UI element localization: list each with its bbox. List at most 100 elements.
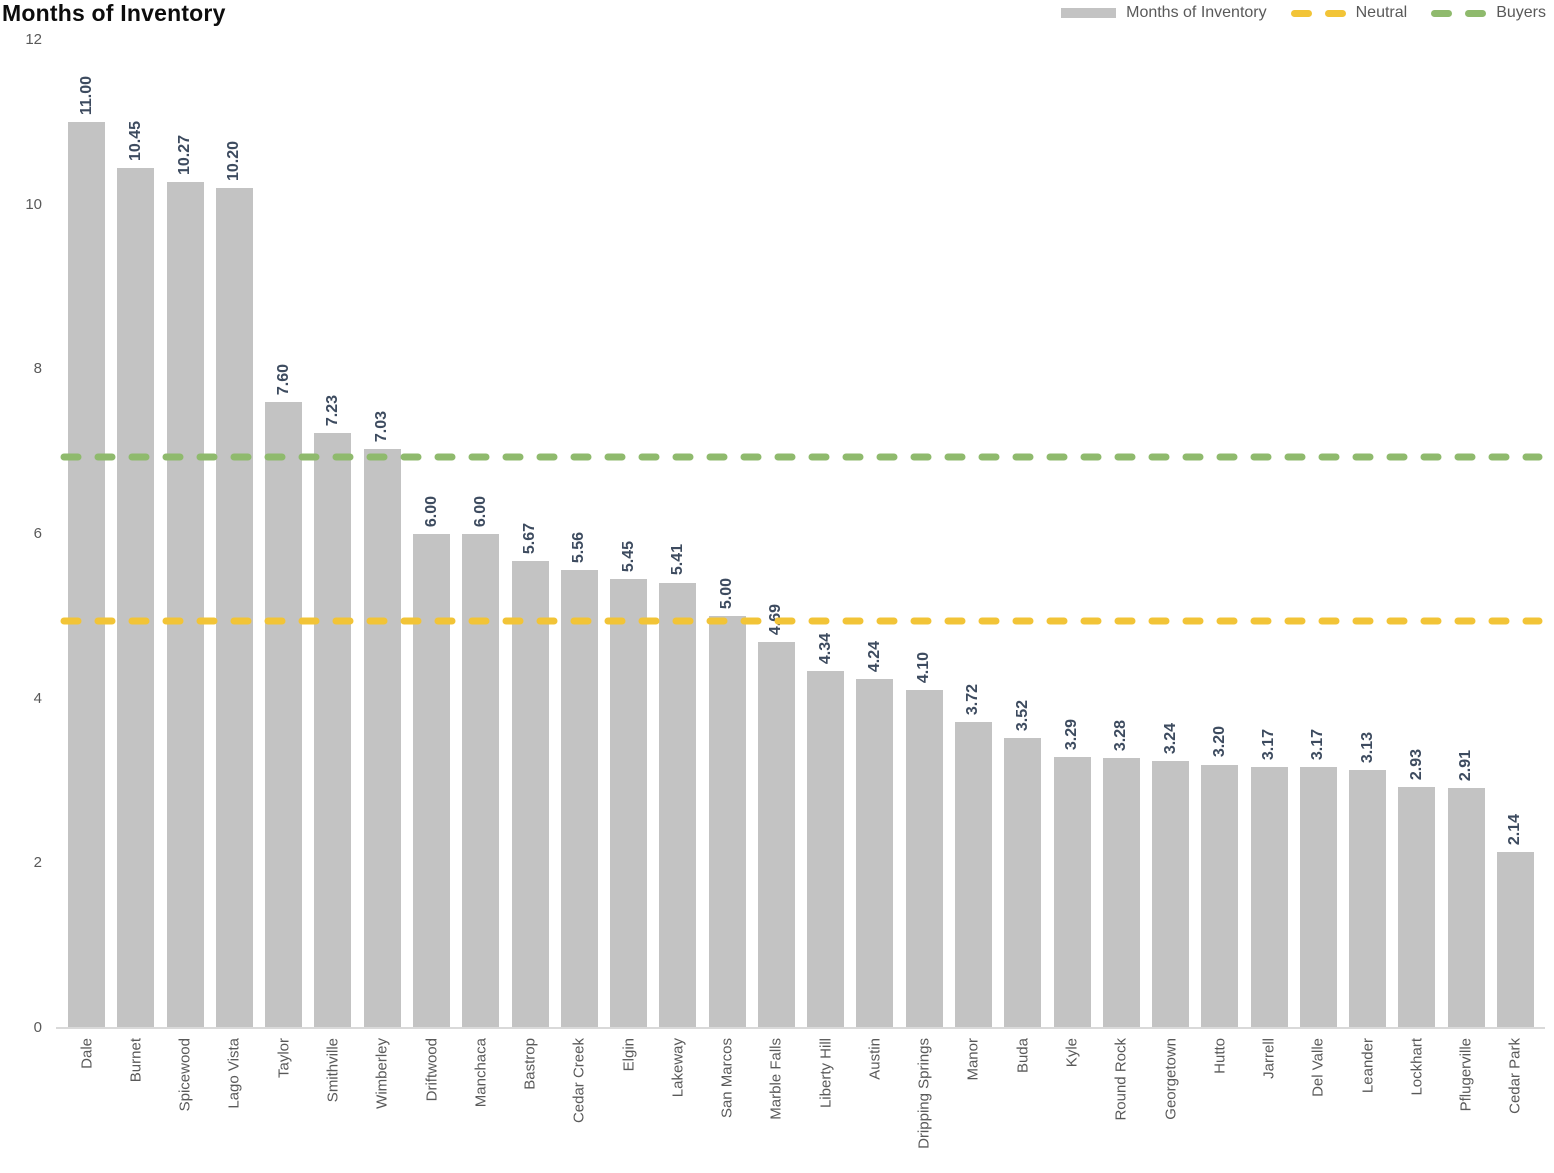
x-axis-label: Cedar Park — [1506, 1038, 1524, 1114]
bar-value-label: 5.00 — [718, 578, 736, 610]
x-axis-label: Marble Falls — [767, 1038, 785, 1120]
y-tick-label: 6 — [33, 525, 42, 542]
bar-value-label: 3.72 — [964, 683, 982, 715]
buyers-line — [56, 448, 1545, 461]
x-axis-label: Leander — [1359, 1038, 1377, 1094]
x-axis-label: Georgetown — [1162, 1038, 1180, 1120]
bar-value-label: 10.27 — [176, 135, 194, 176]
x-axis-label: Lakeway — [669, 1038, 687, 1098]
bar — [708, 616, 746, 1028]
bar-value-label: 2.93 — [1407, 748, 1425, 780]
x-axis-label: Lockhart — [1408, 1038, 1426, 1096]
x-axis-label: San Marcos — [718, 1038, 736, 1119]
bar-value-label: 3.13 — [1358, 732, 1376, 764]
bar — [413, 534, 451, 1028]
bar — [856, 678, 894, 1028]
legend-label: Buyers — [1496, 4, 1546, 21]
bar — [68, 122, 106, 1028]
legend-item-months-of-inventory: Months of Inventory — [1061, 4, 1267, 22]
bar-value-label: 5.41 — [668, 544, 686, 576]
bar — [314, 432, 352, 1028]
bar-value-label: 3.29 — [1063, 718, 1081, 751]
bar — [166, 182, 204, 1028]
bar-value-label: 6.00 — [471, 495, 489, 527]
y-tick-label: 12 — [25, 31, 42, 48]
bar — [1398, 786, 1436, 1028]
bar-value-label: 11.00 — [77, 76, 95, 116]
bar — [1299, 767, 1337, 1028]
x-axis-label: Hutto — [1211, 1038, 1229, 1074]
bar-value-label: 3.24 — [1161, 723, 1179, 755]
bar — [1102, 757, 1140, 1028]
neutral-line — [56, 612, 1545, 625]
bar-value-label: 3.17 — [1260, 728, 1278, 761]
bar-value-label: 5.67 — [521, 523, 539, 555]
bar — [462, 534, 500, 1028]
x-axis-label: Dripping Springs — [915, 1038, 933, 1149]
bar-value-label: 10.20 — [225, 141, 243, 182]
x-axis-label: Round Rock — [1112, 1038, 1130, 1121]
bar — [807, 670, 845, 1028]
bar-value-label: 2.91 — [1457, 750, 1475, 782]
bar-swatch-icon — [1061, 8, 1117, 18]
bar — [757, 641, 795, 1028]
bar — [1349, 770, 1387, 1028]
bar — [1152, 761, 1190, 1028]
bar-value-label: 4.34 — [816, 632, 834, 664]
bar-value-label: 3.17 — [1309, 728, 1327, 761]
x-axis-label: Manchaca — [472, 1038, 490, 1108]
x-axis-label: Elgin — [620, 1038, 638, 1072]
y-tick-label: 10 — [25, 195, 42, 213]
y-tick-label: 8 — [33, 360, 42, 378]
bar — [363, 449, 401, 1028]
bar — [954, 721, 992, 1028]
x-axis-label: Buda — [1014, 1038, 1032, 1074]
bar — [1496, 851, 1534, 1028]
bar-value-label: 5.45 — [619, 541, 637, 573]
bar — [659, 582, 697, 1028]
x-axis-label: Manor — [964, 1038, 982, 1081]
x-axis-label: Wimberley — [373, 1038, 391, 1109]
bar — [511, 561, 549, 1028]
bar-value-label: 3.20 — [1210, 726, 1228, 758]
bar — [560, 570, 598, 1028]
bar — [215, 188, 253, 1028]
legend-label: Neutral — [1355, 4, 1408, 21]
x-axis-label: Dale — [78, 1038, 96, 1069]
x-axis-label: Taylor — [275, 1038, 293, 1079]
x-axis-label: Jarrell — [1260, 1038, 1278, 1079]
bar-value-label: 7.03 — [373, 411, 391, 443]
bar-value-label: 2.14 — [1506, 813, 1524, 845]
bar — [1447, 788, 1485, 1028]
x-axis-label: Driftwood — [423, 1038, 441, 1102]
x-axis-label: Liberty Hill — [817, 1038, 835, 1109]
x-axis-label: Cedar Creek — [570, 1038, 588, 1124]
y-tick-label: 0 — [33, 1019, 42, 1036]
x-axis-label: Burnet — [127, 1038, 145, 1083]
bar-value-label: 5.56 — [570, 532, 588, 564]
x-axis-label: Bastrop — [521, 1038, 539, 1090]
chart-legend: Months of Inventory Neutral Buyers — [1061, 4, 1546, 22]
legend-label: Months of Inventory — [1126, 4, 1267, 21]
bar — [1250, 767, 1288, 1028]
bar-value-label: 10.45 — [126, 120, 144, 161]
legend-item-neutral: Neutral — [1290, 4, 1408, 22]
bar-value-label: 4.24 — [865, 640, 883, 672]
x-axis-label: Pflugerville — [1457, 1038, 1475, 1112]
bar-value-label: 4.10 — [915, 652, 933, 684]
x-axis-line — [56, 1027, 1545, 1029]
bar — [1004, 738, 1042, 1028]
buyers-dash-icon — [1431, 9, 1487, 17]
bar-value-label: 7.60 — [274, 364, 292, 396]
chart-title: Months of Inventory — [2, 0, 226, 26]
x-axis-label: Kyle — [1063, 1038, 1081, 1068]
bar — [905, 690, 943, 1028]
x-axis-label: Lago Vista — [225, 1038, 243, 1109]
y-tick-label: 4 — [33, 689, 42, 707]
bar — [1053, 757, 1091, 1028]
bar — [265, 402, 303, 1028]
x-axis-label: Del Valle — [1309, 1038, 1327, 1097]
x-axis-label: Smithville — [324, 1038, 342, 1103]
bar-value-label: 7.23 — [323, 394, 341, 426]
